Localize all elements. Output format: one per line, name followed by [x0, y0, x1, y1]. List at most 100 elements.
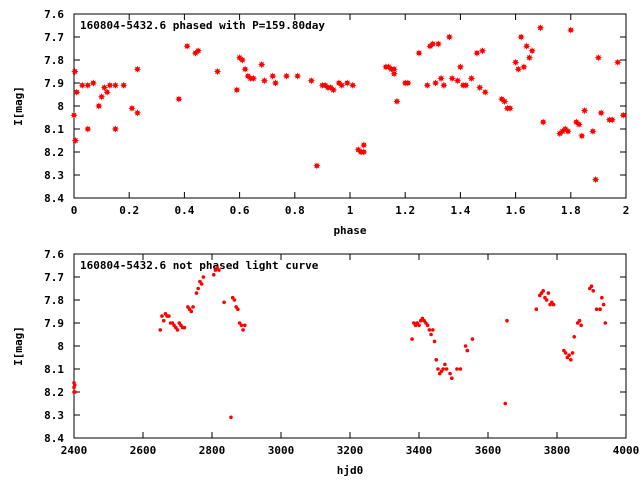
data-point	[448, 74, 456, 82]
data-point	[579, 323, 583, 328]
x-tick-label: 0	[71, 204, 78, 217]
data-point	[454, 77, 462, 85]
data-point	[449, 376, 454, 381]
data-point	[182, 325, 187, 330]
data-point	[575, 120, 583, 128]
data-point	[199, 282, 204, 286]
y-tick-label: 8.2	[44, 386, 64, 399]
data-point	[577, 318, 582, 323]
data-point	[444, 367, 449, 371]
data-point	[589, 284, 594, 289]
x-tick-label: 2400	[61, 444, 88, 457]
data-point	[541, 289, 545, 293]
x-tick-label: 3000	[268, 444, 295, 457]
data-point	[592, 176, 600, 184]
data-point	[528, 47, 536, 55]
x-tick-label: 3200	[337, 444, 364, 457]
data-point	[536, 24, 545, 32]
data-point	[282, 72, 291, 80]
x-tick-label: 2600	[130, 444, 157, 457]
data-point	[614, 58, 622, 66]
data-point	[100, 84, 108, 92]
axis-ticks: 0 0.2 0.4 0.6 0.8 1 1.2 1.4 1.6 1.8 2 7.6 7.7 7.8 7.9 8…	[44, 8, 629, 217]
data-point	[217, 268, 221, 272]
data-point	[458, 367, 463, 371]
data-point	[89, 79, 97, 87]
data-point	[236, 307, 240, 312]
data-point	[233, 86, 241, 94]
data-point	[455, 367, 459, 371]
data-point	[445, 33, 453, 41]
plot-frame	[73, 13, 627, 199]
data-point	[423, 81, 431, 89]
data-point	[567, 26, 575, 34]
x-tick-label: 1	[347, 204, 354, 217]
data-point	[594, 54, 602, 62]
data-point	[73, 88, 81, 96]
data-point	[448, 371, 452, 376]
data-point	[249, 74, 257, 82]
y-tick-label: 8.2	[44, 146, 64, 159]
data-point	[601, 302, 606, 307]
y-tick-label: 7.8	[44, 294, 64, 307]
data-point	[564, 127, 572, 135]
data-point	[191, 305, 195, 309]
y-tick-label: 7.6	[44, 248, 64, 261]
x-tick-label: 0.4	[174, 204, 194, 217]
x-tick-label: 1.2	[395, 204, 415, 217]
data-point	[465, 348, 470, 353]
data-point	[525, 54, 533, 62]
unphased-light-curve-panel: 160804-5432.6 not phased light curve hjd…	[12, 248, 639, 477]
y-tick-label: 7.7	[44, 31, 64, 44]
data-point	[434, 40, 442, 48]
chart-title: 160804-5432.6 phased with P=159.80day	[80, 19, 325, 32]
x-tick-label: 4000	[613, 444, 640, 457]
data-point	[183, 42, 191, 50]
data-point	[242, 323, 247, 328]
data-point	[158, 328, 163, 332]
data-point	[417, 323, 421, 328]
data-point	[567, 353, 571, 358]
data-point	[544, 298, 549, 302]
data-point	[260, 77, 269, 85]
data-point	[329, 86, 338, 94]
y-tick-label: 7.9	[44, 77, 64, 90]
data-point	[589, 127, 597, 135]
x-tick-label: 0.8	[285, 204, 305, 217]
data-point	[598, 307, 602, 312]
data-point	[434, 358, 439, 362]
data-point	[503, 401, 508, 406]
y-tick-label: 8.1	[44, 363, 64, 376]
x-tick-label: 3800	[544, 444, 571, 457]
data-point	[111, 125, 119, 133]
data-point	[111, 81, 119, 89]
data-point	[84, 81, 92, 89]
data-point	[167, 314, 171, 318]
x-tick-label: 1.4	[450, 204, 470, 217]
data-point	[603, 321, 608, 325]
data-point	[71, 136, 79, 145]
data-point	[600, 295, 604, 300]
data-point	[415, 49, 423, 57]
data-point	[196, 286, 200, 291]
data-point	[425, 323, 430, 328]
data-point	[293, 72, 302, 80]
y-tick-label: 8.3	[44, 169, 64, 182]
data-point	[175, 328, 180, 332]
data-point	[390, 70, 398, 78]
data-points	[72, 266, 608, 420]
data-point	[269, 72, 277, 80]
data-point	[581, 107, 589, 115]
data-point	[271, 79, 280, 87]
data-point	[500, 97, 509, 105]
data-point	[520, 63, 528, 71]
data-point	[393, 97, 401, 105]
data-point	[594, 307, 599, 312]
data-point	[429, 40, 437, 48]
data-point	[441, 367, 445, 371]
data-point	[313, 162, 321, 170]
data-point	[211, 272, 216, 277]
y-tick-label: 7.8	[44, 54, 64, 67]
data-point	[429, 332, 433, 337]
